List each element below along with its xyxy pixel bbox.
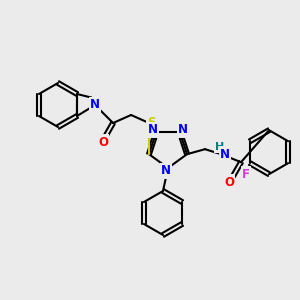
Text: N: N: [90, 98, 100, 112]
Text: N: N: [161, 164, 171, 178]
Text: N: N: [148, 123, 158, 136]
Text: H: H: [215, 142, 225, 152]
Text: O: O: [98, 136, 108, 148]
Text: N: N: [220, 148, 230, 161]
Text: O: O: [224, 176, 234, 189]
Text: N: N: [178, 123, 188, 136]
Text: F: F: [242, 168, 250, 181]
Text: S: S: [147, 116, 155, 130]
